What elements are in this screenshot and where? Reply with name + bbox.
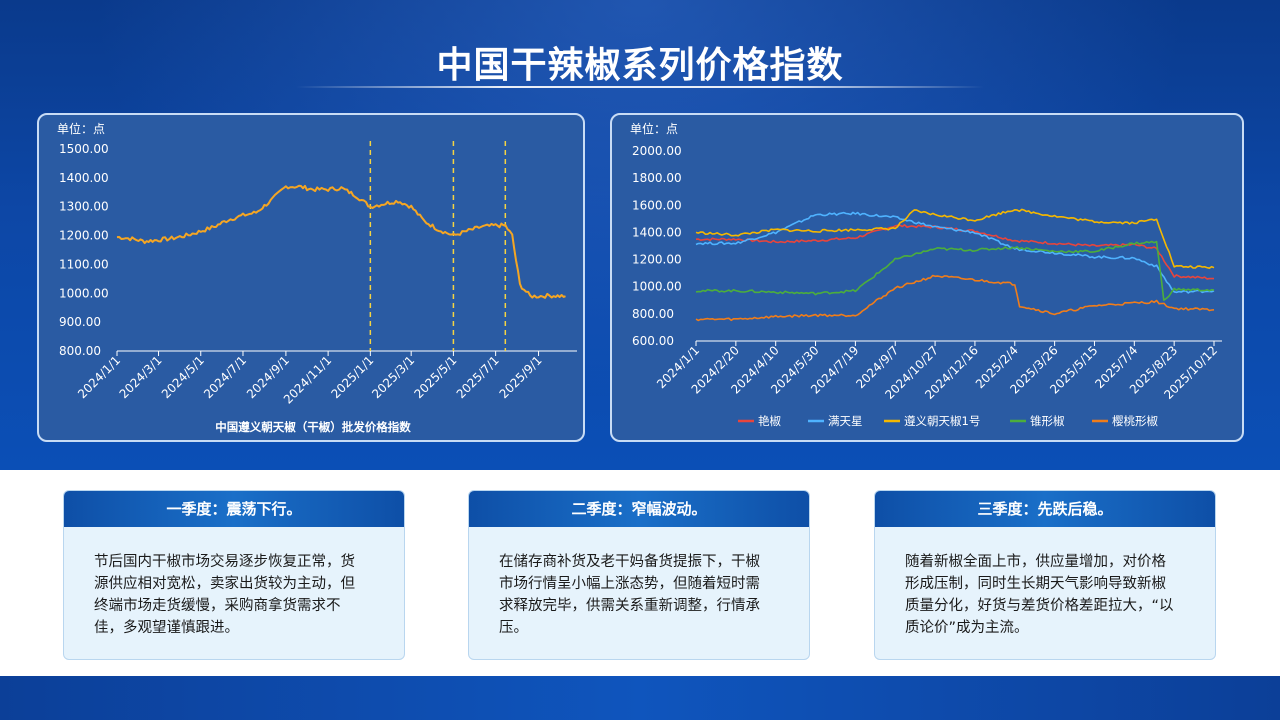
y-tick-label: 1200.00	[632, 253, 682, 267]
q1-card-heading: 一季度：震荡下行。	[64, 491, 404, 527]
y-tick-label: 1300.00	[59, 200, 109, 214]
x-tick-label: 2024/1/1	[75, 353, 123, 401]
x-tick-label: 2024/3/1	[117, 353, 165, 401]
legend-label: 樱桃形椒	[1112, 414, 1158, 428]
legend-label: 遵义朝天椒1号	[904, 414, 980, 428]
right-unit-label: 单位：点	[630, 121, 678, 136]
y-tick-label: 1000.00	[632, 280, 682, 294]
y-tick-label: 800.00	[59, 344, 101, 358]
q3-card-body: 随着新椒全面上市，供应量增加，对价格形成压制，同时生长期天气影响导致新椒质量分化…	[905, 554, 1174, 636]
y-tick-label: 600.00	[632, 334, 674, 348]
page-title: 中国干辣椒系列价格指数	[436, 45, 844, 86]
series-line-1	[695, 211, 1215, 294]
q3-card-heading: 三季度：先跌后稳。	[875, 491, 1215, 527]
title-underline	[296, 86, 984, 88]
legend-label: 锥形椒	[1030, 414, 1065, 428]
left-line-chart: 单位：点 800.00 900.00 1000.00 1100.00 1200.00 13…	[57, 121, 577, 434]
x-tick-label: 2025/5/1	[412, 353, 460, 401]
y-tick-label: 2000.00	[632, 144, 682, 158]
q2-card: 二季度：窄幅波动。 在储存商补货及老干妈备货提振下，干椒市场行情呈小幅上涨态势，…	[468, 490, 810, 660]
y-tick-label: 1600.00	[632, 198, 682, 212]
series-line-3	[695, 240, 1215, 301]
legend-label: 满天星	[828, 414, 863, 428]
y-tick-label: 1100.00	[59, 257, 109, 271]
y-tick-label: 1400.00	[632, 225, 682, 239]
q2-card-body: 在储存商补货及老干妈备货提振下，干椒市场行情呈小幅上涨态势，但随着短时需求释放完…	[499, 554, 760, 636]
legend-label: 艳椒	[758, 414, 781, 428]
y-tick-label: 1400.00	[59, 171, 109, 185]
left-chart-xlabel: 中国遵义朝天椒（干椒）批发价格指数	[215, 420, 411, 434]
footer-band	[0, 676, 1280, 720]
x-tick-label: 2024/5/1	[159, 353, 207, 401]
y-tick-label: 1000.00	[59, 286, 109, 300]
series-line-0	[116, 184, 566, 299]
q3-card: 三季度：先跌后稳。 随着新椒全面上市，供应量增加，对价格形成压制，同时生长期天气…	[874, 490, 1216, 660]
series-line-2	[695, 208, 1215, 269]
left-unit-label: 单位：点	[57, 121, 105, 136]
x-tick-label: 2024/7/1	[201, 353, 249, 401]
y-tick-label: 800.00	[632, 307, 674, 321]
y-tick-label: 1500.00	[59, 142, 109, 156]
y-tick-label: 1200.00	[59, 229, 109, 243]
q2-card-heading: 二季度：窄幅波动。	[469, 491, 809, 527]
series-line-4	[695, 274, 1215, 322]
x-tick-label: 2025/7/1	[454, 353, 502, 401]
right-chart-panel: 单位：点 600.00 800.00 1000.00 1200.00 1400.00 16…	[610, 113, 1244, 442]
left-chart-panel: 单位：点 800.00 900.00 1000.00 1100.00 1200.00 13…	[37, 113, 585, 442]
x-tick-label: 2025/1/1	[328, 353, 376, 401]
x-tick-label: 2025/9/1	[497, 353, 545, 401]
y-tick-label: 900.00	[59, 315, 101, 329]
y-tick-label: 1800.00	[632, 171, 682, 185]
q1-card-body: 节后国内干椒市场交易逐步恢复正常，货源供应相对宽松，卖家出货较为主动，但终端市场…	[94, 554, 355, 636]
x-tick-label: 2025/3/1	[369, 353, 417, 401]
q1-card: 一季度：震荡下行。 节后国内干椒市场交易逐步恢复正常，货源供应相对宽松，卖家出货…	[63, 490, 405, 660]
right-line-chart: 单位：点 600.00 800.00 1000.00 1200.00 1400.00 16…	[630, 121, 1222, 428]
